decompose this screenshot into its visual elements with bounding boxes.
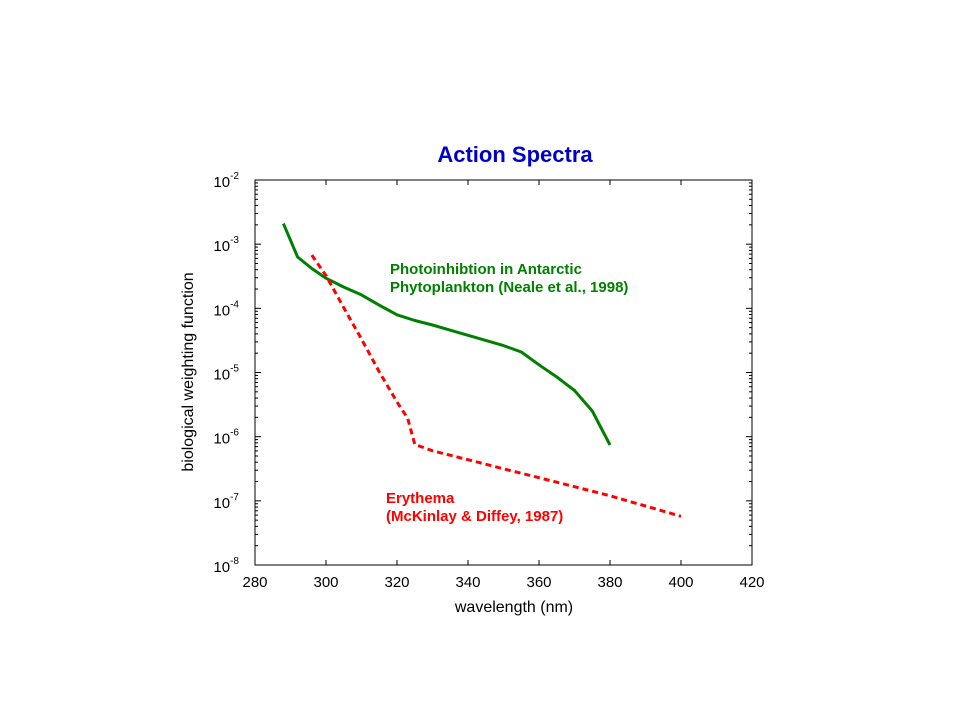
photoinhibition-label: Photoinhibtion in Antarctic bbox=[390, 261, 582, 278]
x-tick-label: 280 bbox=[242, 574, 267, 591]
y-tick-label: 10-4 bbox=[213, 299, 239, 319]
x-tick-label: 400 bbox=[668, 574, 693, 591]
x-tick-label: 420 bbox=[739, 574, 764, 591]
erythema-line bbox=[310, 254, 682, 518]
photoinhibition-line bbox=[282, 223, 612, 446]
axis-ticks bbox=[254, 179, 753, 566]
y-tick-label: 10-7 bbox=[213, 492, 239, 512]
x-tick-label: 320 bbox=[384, 574, 409, 591]
erythema-label: (McKinlay & Diffey, 1987) bbox=[386, 508, 563, 525]
y-tick-label: 10-8 bbox=[213, 556, 239, 576]
y-axis-label: biological weighting function bbox=[180, 272, 197, 471]
y-tick-label: 10-5 bbox=[213, 364, 239, 384]
x-axis-label: wavelength (nm) bbox=[454, 599, 573, 616]
photoinhibition-label: Phytoplankton (Neale et al., 1998) bbox=[390, 279, 628, 296]
chart-title: Action Spectra bbox=[437, 142, 593, 167]
x-tick-label: 360 bbox=[526, 574, 551, 591]
series-annotations: Photoinhibtion in AntarcticPhytoplankton… bbox=[386, 261, 628, 525]
x-tick-label: 340 bbox=[455, 574, 480, 591]
y-tick-label: 10-6 bbox=[213, 428, 239, 448]
axis-tick-labels: 280 300 320 340 360 380 400 420 10-8 10-7 10-6 10-5… bbox=[213, 171, 764, 591]
series-layer bbox=[282, 223, 682, 518]
y-tick-label: 10-2 bbox=[213, 171, 239, 191]
erythema-label: Erythema bbox=[386, 490, 455, 507]
x-tick-label: 300 bbox=[313, 574, 338, 591]
y-tick-label: 10-3 bbox=[213, 235, 239, 255]
x-tick-label: 380 bbox=[597, 574, 622, 591]
